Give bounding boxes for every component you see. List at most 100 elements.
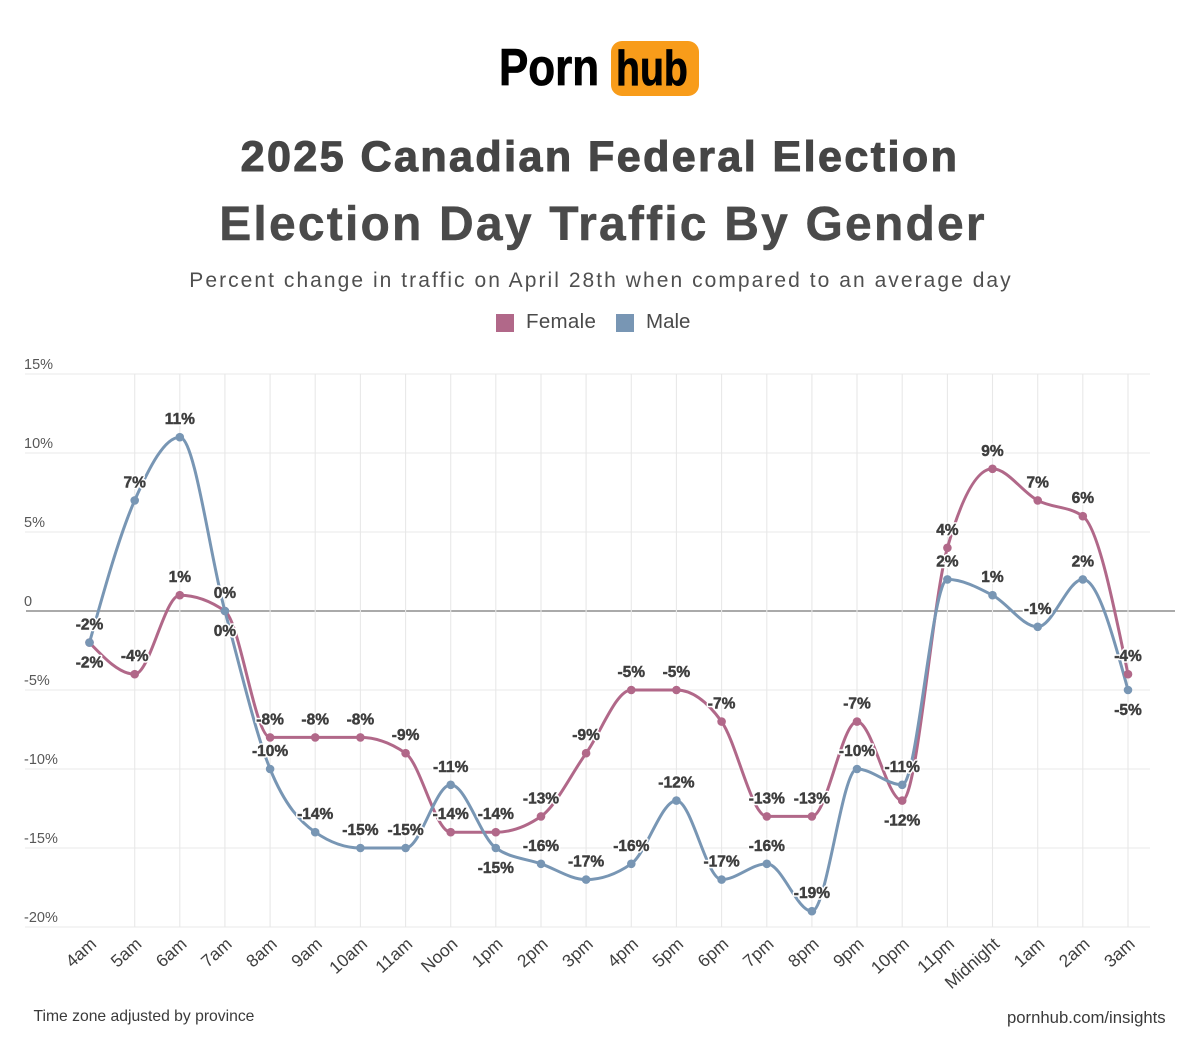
svg-text:11%: 11%: [165, 411, 195, 428]
svg-text:1%: 1%: [169, 569, 192, 586]
svg-text:-17%: -17%: [704, 854, 740, 871]
svg-text:2%: 2%: [936, 553, 959, 570]
svg-text:-7%: -7%: [843, 696, 871, 713]
svg-text:-16%: -16%: [523, 838, 559, 855]
svg-text:3pm: 3pm: [558, 934, 597, 972]
svg-text:-1%: -1%: [1024, 601, 1052, 618]
svg-text:-15%: -15%: [24, 831, 58, 847]
svg-text:-15%: -15%: [388, 822, 424, 839]
svg-text:-15%: -15%: [478, 860, 514, 877]
svg-text:-13%: -13%: [794, 790, 830, 807]
svg-text:0%: 0%: [214, 623, 237, 640]
svg-text:9%: 9%: [981, 443, 1004, 460]
svg-text:-16%: -16%: [613, 838, 649, 855]
svg-text:-14%: -14%: [478, 806, 514, 823]
svg-text:-14%: -14%: [297, 806, 333, 823]
svg-text:0%: 0%: [214, 585, 237, 602]
svg-text:-2%: -2%: [76, 655, 104, 672]
svg-text:2pm: 2pm: [513, 934, 552, 972]
svg-text:-4%: -4%: [1114, 648, 1142, 665]
svg-text:-8%: -8%: [301, 711, 329, 728]
svg-text:2%: 2%: [936, 553, 959, 570]
svg-text:-4%: -4%: [1114, 648, 1142, 665]
svg-text:-16%: -16%: [749, 838, 785, 855]
svg-text:5am: 5am: [107, 934, 146, 972]
svg-text:-7%: -7%: [708, 696, 736, 713]
svg-text:-5%: -5%: [618, 664, 646, 681]
svg-text:-2%: -2%: [76, 655, 104, 672]
svg-text:-12%: -12%: [658, 775, 694, 792]
svg-text:-15%: -15%: [342, 822, 378, 839]
svg-text:-10%: -10%: [839, 743, 875, 760]
svg-text:7%: 7%: [1026, 474, 1049, 491]
svg-text:-2%: -2%: [76, 617, 104, 634]
svg-text:-13%: -13%: [523, 790, 559, 807]
svg-text:-17%: -17%: [568, 854, 604, 871]
svg-text:0%: 0%: [214, 585, 237, 602]
svg-text:-12%: -12%: [658, 775, 694, 792]
svg-text:-15%: -15%: [342, 822, 378, 839]
svg-text:-15%: -15%: [388, 822, 424, 839]
svg-text:3am: 3am: [1100, 934, 1139, 972]
svg-text:2%: 2%: [1072, 553, 1095, 570]
svg-text:-13%: -13%: [523, 790, 559, 807]
svg-text:7%: 7%: [1026, 474, 1049, 491]
svg-text:-19%: -19%: [794, 885, 830, 902]
svg-text:8pm: 8pm: [784, 934, 823, 972]
svg-text:-17%: -17%: [704, 854, 740, 871]
svg-text:-11%: -11%: [433, 759, 469, 776]
svg-text:9pm: 9pm: [829, 934, 868, 972]
svg-text:-9%: -9%: [572, 727, 600, 744]
svg-text:-9%: -9%: [572, 727, 600, 744]
svg-text:-11%: -11%: [885, 759, 921, 776]
svg-text:2am: 2am: [1055, 934, 1094, 972]
svg-text:15%: 15%: [24, 357, 53, 373]
svg-text:-14%: -14%: [433, 806, 469, 823]
svg-text:-20%: -20%: [24, 910, 58, 926]
svg-text:-15%: -15%: [478, 860, 514, 877]
svg-text:-12%: -12%: [884, 813, 920, 830]
svg-text:7%: 7%: [123, 474, 146, 491]
svg-text:-5%: -5%: [1114, 702, 1142, 719]
svg-text:7%: 7%: [123, 474, 146, 491]
svg-text:-8%: -8%: [256, 711, 284, 728]
svg-text:-10%: -10%: [839, 743, 875, 760]
svg-text:4pm: 4pm: [603, 934, 642, 972]
svg-text:1%: 1%: [169, 569, 192, 586]
svg-text:1%: 1%: [981, 569, 1004, 586]
svg-text:-8%: -8%: [347, 711, 375, 728]
svg-text:9am: 9am: [287, 934, 326, 972]
svg-text:-5%: -5%: [663, 664, 691, 681]
svg-text:4%: 4%: [936, 522, 959, 539]
svg-text:8am: 8am: [242, 934, 281, 972]
svg-text:6%: 6%: [1072, 490, 1095, 507]
svg-text:-8%: -8%: [347, 711, 375, 728]
svg-text:6%: 6%: [1072, 490, 1095, 507]
svg-text:1am: 1am: [1010, 934, 1049, 972]
svg-text:2%: 2%: [1072, 553, 1095, 570]
svg-text:1%: 1%: [981, 569, 1004, 586]
svg-text:-7%: -7%: [708, 696, 736, 713]
svg-text:-4%: -4%: [121, 648, 149, 665]
svg-text:-10%: -10%: [24, 752, 58, 768]
svg-text:-12%: -12%: [884, 813, 920, 830]
svg-text:5%: 5%: [24, 515, 45, 531]
svg-text:-16%: -16%: [523, 838, 559, 855]
svg-text:-5%: -5%: [618, 664, 646, 681]
svg-text:-16%: -16%: [613, 838, 649, 855]
svg-text:-5%: -5%: [1114, 702, 1142, 719]
svg-text:-2%: -2%: [76, 617, 104, 634]
svg-text:9%: 9%: [981, 443, 1004, 460]
svg-text:5pm: 5pm: [648, 934, 687, 972]
svg-text:-9%: -9%: [392, 727, 420, 744]
svg-text:-13%: -13%: [749, 790, 785, 807]
svg-text:7pm: 7pm: [739, 934, 778, 972]
svg-text:10pm: 10pm: [867, 934, 913, 978]
svg-text:-9%: -9%: [392, 727, 420, 744]
svg-text:-10%: -10%: [252, 743, 288, 760]
svg-text:7am: 7am: [197, 934, 236, 972]
svg-text:4%: 4%: [936, 522, 959, 539]
svg-text:-8%: -8%: [256, 711, 284, 728]
svg-text:1pm: 1pm: [468, 934, 507, 972]
svg-text:-5%: -5%: [24, 673, 50, 689]
